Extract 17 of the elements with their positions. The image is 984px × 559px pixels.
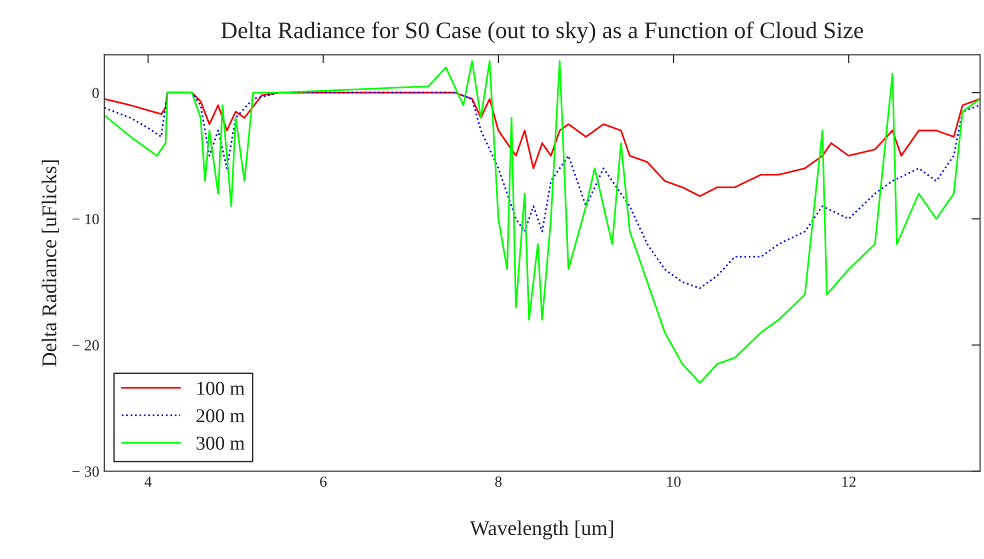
y-tick-label: − 10	[72, 214, 99, 224]
chart-title: Delta Radiance for S0 Case (out to sky) as a Function of Cloud Size	[221, 21, 863, 44]
legend-label: 200 m	[196, 409, 245, 422]
legend-label: 100 m	[197, 382, 245, 395]
y-axis-title: Delta Radiance [uFlicks]	[42, 160, 59, 367]
line-series	[104, 92, 980, 197]
legend-label: 300 m	[196, 436, 245, 450]
x-axis-title: Wavelength [um]	[470, 520, 613, 540]
x-tick-label: 4	[144, 476, 152, 487]
y-tick-label: − 30	[72, 466, 99, 477]
x-tick-label: 8	[495, 476, 502, 487]
x-tick-label: 6	[320, 476, 327, 487]
line-series	[104, 92, 980, 290]
y-tick-label: 0	[92, 88, 99, 98]
x-tick-label: 12	[842, 476, 856, 487]
y-tick-label: − 20	[72, 340, 99, 350]
x-tick-label: 10	[667, 476, 681, 487]
